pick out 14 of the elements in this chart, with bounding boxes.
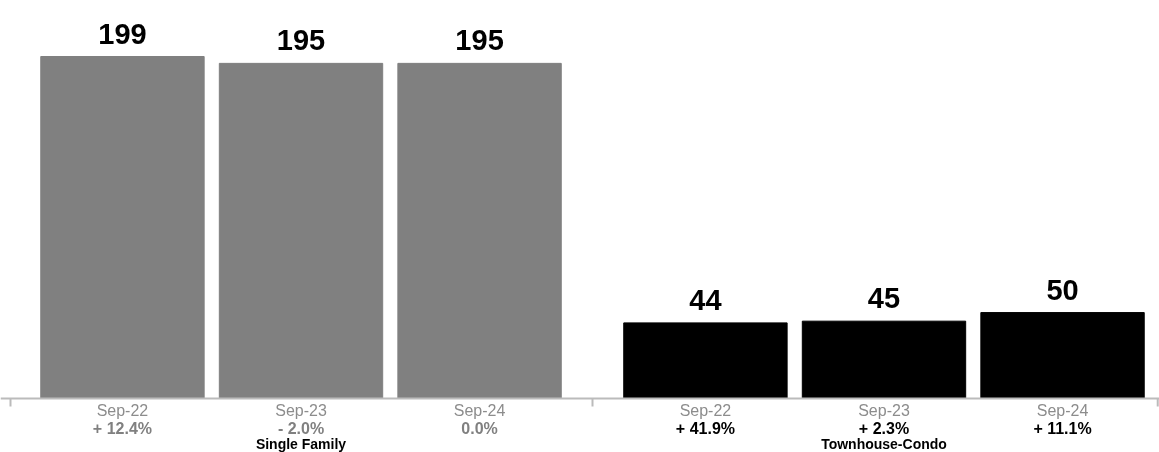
data-label: 44 — [689, 283, 722, 316]
category-label: Sep-22 + 12.4% — [92, 401, 153, 437]
data-label: 45 — [867, 282, 901, 315]
category-label: Sep-24 0.0% — [453, 401, 506, 437]
text: Townhouse-Condo — [821, 435, 947, 452]
category-label: Sep-23 + 2.3% — [858, 401, 910, 437]
data-label: 199 — [98, 17, 147, 50]
text: Single Family — [255, 435, 347, 452]
category-label: Sep-22 + 41.9% — [675, 401, 736, 437]
data-label: 195 — [455, 24, 504, 57]
category-label: Sep-23 - 2.0% — [275, 401, 327, 437]
category-label: Sep-24 + 11.1% — [1033, 401, 1092, 437]
data-label: 195 — [276, 24, 326, 57]
data-label: 50 — [1046, 273, 1079, 306]
